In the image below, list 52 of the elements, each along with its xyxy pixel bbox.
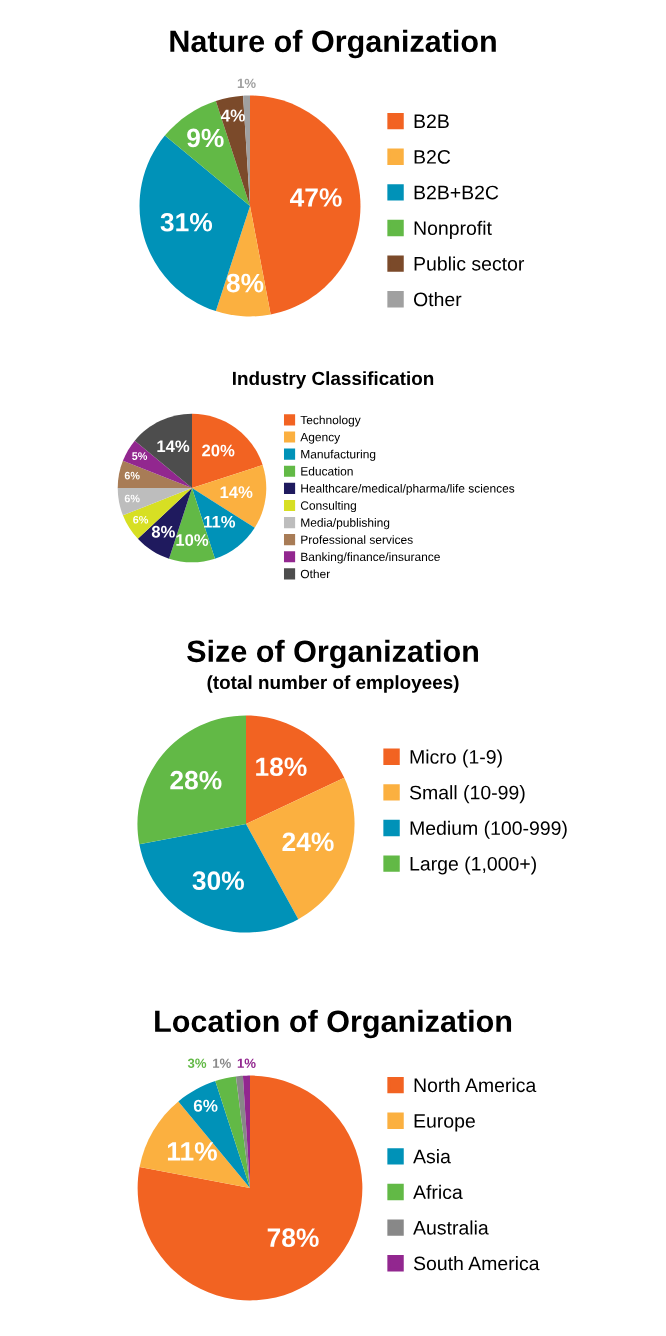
- chart-subtitle: (total number of employees): [207, 675, 459, 693]
- legend-label: South America: [413, 1256, 540, 1271]
- pie-slice: [139, 1101, 250, 1188]
- pie-slice: [137, 715, 246, 845]
- legend-label: Australia: [413, 1220, 489, 1235]
- legend-label: Medium (100-999): [410, 820, 567, 839]
- legend-label: B2B: [414, 114, 449, 128]
- data-label: 9%: [187, 128, 224, 148]
- legend-label: Other: [413, 292, 462, 307]
- legend-label: Large (1,000+): [410, 856, 536, 875]
- data-label: 10%: [176, 534, 209, 546]
- legend-label: Africa: [413, 1184, 463, 1200]
- legend-label: Small (10-99): [409, 785, 525, 804]
- data-label: 6%: [193, 1099, 218, 1112]
- legend-label: Asia: [413, 1149, 451, 1164]
- legend-label: Public sector: [414, 256, 525, 271]
- pie-slice: [192, 465, 267, 528]
- data-label: 20%: [202, 444, 235, 457]
- pie-slice: [192, 413, 263, 488]
- data-label: 11%: [204, 515, 236, 528]
- legend-label: Europe: [414, 1114, 475, 1132]
- pie-slice: [246, 715, 345, 824]
- data-label: 14%: [157, 440, 190, 453]
- pie-slice: [235, 1075, 250, 1188]
- chart-title: Size of Organization: [187, 639, 478, 669]
- data-label: 31%: [160, 212, 213, 232]
- data-label: 8%: [226, 273, 264, 293]
- data-label: 78%: [267, 1228, 319, 1248]
- legend-label: B2C: [414, 150, 451, 164]
- pie-slice: [137, 1075, 363, 1301]
- chart-title: Nature of Organization: [170, 29, 496, 59]
- pie-slice: [122, 440, 192, 488]
- data-label: 14%: [220, 486, 253, 499]
- pie-slice: [246, 777, 355, 920]
- data-label: 24%: [282, 832, 334, 852]
- pie-slice: [215, 1076, 250, 1188]
- data-label: 47%: [289, 188, 342, 207]
- data-label: 8%: [151, 525, 175, 538]
- legend-label: B2B+B2C: [414, 185, 499, 200]
- legend-label: Nonprofit: [414, 220, 492, 239]
- pie-slice: [117, 460, 192, 488]
- data-label: 11%: [167, 1142, 217, 1161]
- chart-title: Location of Organization: [155, 1009, 512, 1039]
- data-label: 28%: [170, 770, 222, 790]
- data-label: 18%: [256, 757, 307, 777]
- pie-slice: [164, 100, 250, 206]
- data-label: 30%: [192, 871, 244, 891]
- chart-title: Industry Classification: [232, 371, 434, 389]
- pie-slice: [117, 488, 192, 516]
- data-label: 4%: [220, 109, 245, 122]
- legend-label: North America: [414, 1077, 537, 1093]
- legend-label: Micro (1-9): [410, 749, 502, 768]
